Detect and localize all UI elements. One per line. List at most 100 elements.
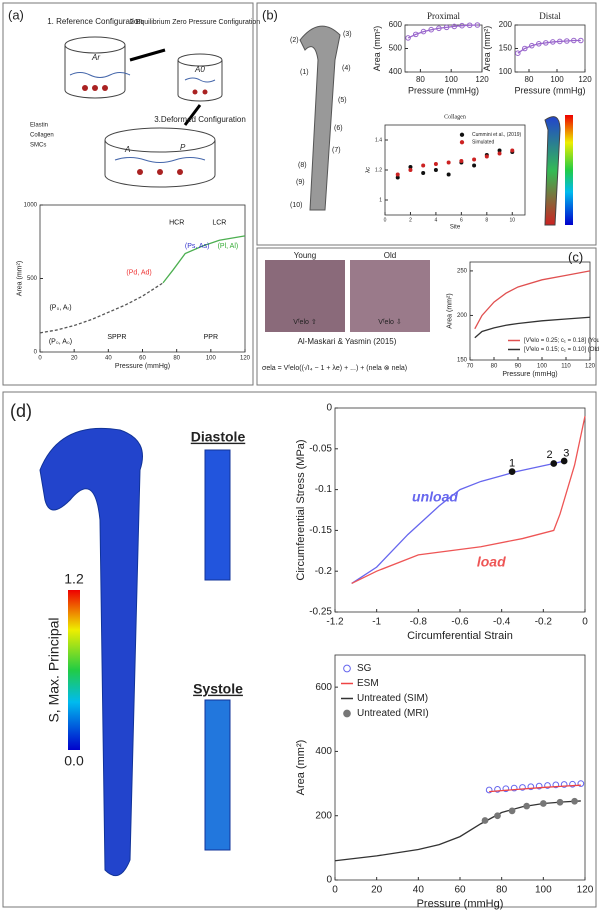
legend-label: Collagen [30, 133, 54, 139]
y-axis-label: Area (mm²) [16, 261, 23, 296]
data-point [550, 39, 556, 45]
data-point [550, 460, 558, 467]
x-tick-label: -0.4 [493, 617, 511, 628]
x-tick-label: 20 [371, 885, 383, 896]
site-label: (8) [298, 162, 307, 169]
x-tick-label: 80 [525, 75, 534, 84]
x-axis-label: Pressure (mmHg) [514, 86, 585, 96]
x-tick-label: 100 [206, 356, 217, 362]
y-tick-label: 200 [499, 20, 513, 29]
x-tick-label: 100 [550, 75, 564, 84]
x-tick-label: 0 [38, 356, 42, 362]
colorbar-label: 0.0 [64, 753, 84, 769]
y-tick-label: 1000 [24, 203, 38, 209]
data-point [428, 26, 434, 33]
x-tick-label: 80 [496, 885, 508, 896]
data-point [571, 797, 578, 805]
site-label: (4) [342, 65, 351, 72]
view-label: Systole [193, 681, 243, 697]
x-tick-label: 70 [467, 364, 474, 370]
plot-frame [384, 124, 526, 216]
data-point [543, 40, 549, 46]
data-point [523, 802, 531, 810]
y-tick-label: 600 [315, 682, 332, 693]
data-point [405, 35, 411, 41]
histology-arrow: Vᶠelo ⇩ [378, 318, 401, 326]
panel-label: (d) [10, 401, 32, 421]
data-point [433, 162, 438, 166]
x-tick-label: 4 [435, 217, 438, 223]
series-line [474, 270, 591, 330]
series-line [351, 416, 586, 585]
annotation: (Ps, As) [185, 243, 210, 250]
step-label: 3.Deformed Configuration [154, 115, 246, 124]
y-tick-label: 150 [499, 44, 513, 53]
x-axis-label: Pressure (mmHg) [417, 898, 504, 910]
data-point [485, 786, 493, 794]
y-tick-label: 500 [389, 44, 403, 53]
x-tick-label: 90 [515, 364, 522, 370]
annotation: HCR [169, 219, 184, 226]
x-tick-label: 80 [491, 364, 498, 370]
annotation: SPPR [107, 334, 126, 341]
data-point [508, 468, 516, 476]
view-label: Diastole [191, 429, 246, 445]
data-point [446, 160, 451, 165]
x-tick-label: 120 [240, 356, 251, 362]
histology-label: Old [384, 251, 396, 260]
series-line [407, 24, 478, 39]
stent-model [39, 427, 231, 877]
aorta-collagen [544, 115, 573, 226]
annotation: unload [412, 488, 458, 504]
y-tick-label: 200 [457, 313, 468, 319]
x-tick-label: 100 [445, 75, 459, 84]
data-point [494, 812, 501, 820]
y-axis-label: λc [366, 167, 372, 173]
data-point [556, 798, 564, 806]
x-tick-label: 20 [71, 356, 78, 362]
legend-label: SG [357, 663, 372, 674]
data-point [569, 780, 576, 788]
x-tick-label: 0 [582, 617, 588, 628]
site-label: (1) [300, 69, 309, 76]
annotation: 1 [509, 457, 515, 469]
histology-image [265, 260, 345, 332]
chart-title: Distal [539, 11, 561, 21]
data-point [484, 154, 489, 159]
legend-label: [Vᶠelo = 0.25; c₁ = 0.18] (Young) [524, 337, 599, 344]
colorbar-title: S, Max. Principal [46, 617, 62, 722]
data-point [560, 781, 568, 788]
data-point [510, 148, 515, 153]
annotation: (P₀, Aᵣ) [49, 305, 71, 312]
panel-b-frame [256, 2, 597, 246]
data-point [466, 22, 473, 29]
y-tick-label: 400 [315, 746, 332, 757]
data-point [535, 782, 543, 790]
annotation: 3 [563, 448, 569, 460]
annotation: LCR [212, 219, 226, 226]
x-tick-label: -0.6 [451, 617, 469, 628]
x-axis-label: Pressure (mmHg) [408, 86, 479, 96]
x-axis-label: Pressure (mmHg) [115, 363, 170, 370]
panel-d-frame [2, 391, 597, 908]
data-point [539, 800, 547, 807]
data-point [481, 817, 489, 824]
data-point [544, 782, 551, 789]
step-label: 1. Reference Configuration [47, 17, 143, 26]
step-label: 2 Equilibrium Zero Pressure Configuratio… [130, 19, 260, 26]
x-tick-label: 80 [173, 356, 180, 362]
x-tick-label: -1 [372, 617, 381, 628]
series-line [517, 39, 581, 54]
data-point [421, 163, 426, 168]
annotation: load [477, 554, 506, 570]
data-point [552, 781, 560, 789]
y-axis-label: Circumferential Stress (MPa) [295, 439, 307, 580]
y-tick-label: 500 [27, 276, 38, 282]
y-tick-label: 200 [315, 810, 332, 821]
data-point [508, 807, 516, 815]
data-point [474, 22, 481, 28]
site-label: (6) [334, 125, 343, 132]
y-tick-label: -0.25 [309, 607, 332, 618]
smc-dots [82, 85, 208, 175]
data-point [577, 780, 585, 787]
